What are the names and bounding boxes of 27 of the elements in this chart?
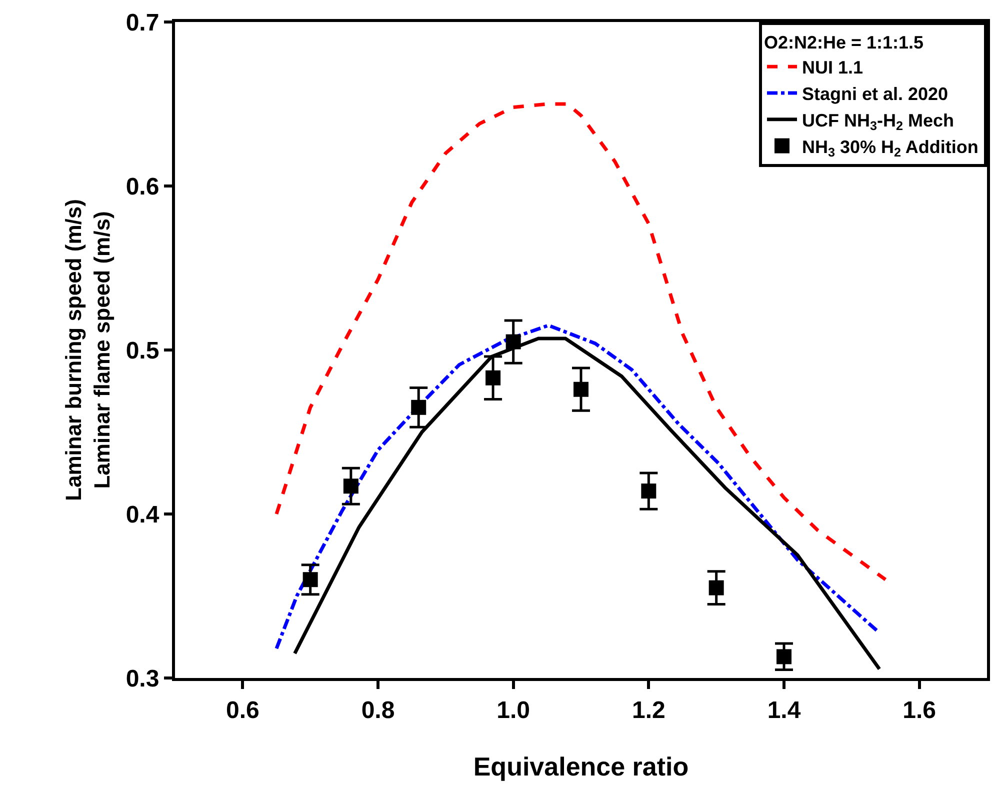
x-tick-label: 1.4 bbox=[767, 696, 802, 724]
y-axis-title: Laminar burning speed (m/s) Laminar flame speed (m/s) bbox=[61, 199, 115, 501]
point bbox=[641, 484, 656, 499]
x-tick-label: 1.0 bbox=[496, 696, 530, 724]
legend-label: UCF NH$_{3}$-H$_{2}$ Mech bbox=[802, 110, 954, 134]
legend-title: O2:N2:He = 1:1:1.5 bbox=[764, 32, 924, 52]
x-tick-label: 1.6 bbox=[902, 696, 936, 724]
point bbox=[343, 478, 358, 494]
point bbox=[302, 572, 318, 588]
y-tick-label: 0.7 bbox=[126, 9, 160, 36]
y-tick-label: 0.4 bbox=[126, 501, 160, 528]
legend-label: NUI 1.1 bbox=[802, 58, 864, 78]
x-tick-label: 1.2 bbox=[632, 696, 666, 724]
x-tick-label: 0.8 bbox=[361, 696, 395, 724]
legend-label: NH$_{3}$ 30% H$_{2}$ Addition bbox=[802, 136, 978, 160]
y-tick-label: 0.3 bbox=[126, 665, 160, 692]
y-tick-label: 0.6 bbox=[126, 173, 160, 200]
point bbox=[506, 334, 521, 350]
legend-label: Stagni et al. 2020 bbox=[802, 84, 948, 104]
point bbox=[574, 382, 588, 397]
point bbox=[776, 649, 792, 664]
point bbox=[708, 580, 724, 596]
point bbox=[486, 370, 501, 386]
y-tick-label: 0.5 bbox=[126, 337, 160, 364]
point bbox=[411, 400, 426, 415]
x-axis-title: Equivalence ratio bbox=[473, 752, 689, 782]
x-tick-label: 0.6 bbox=[226, 696, 260, 724]
